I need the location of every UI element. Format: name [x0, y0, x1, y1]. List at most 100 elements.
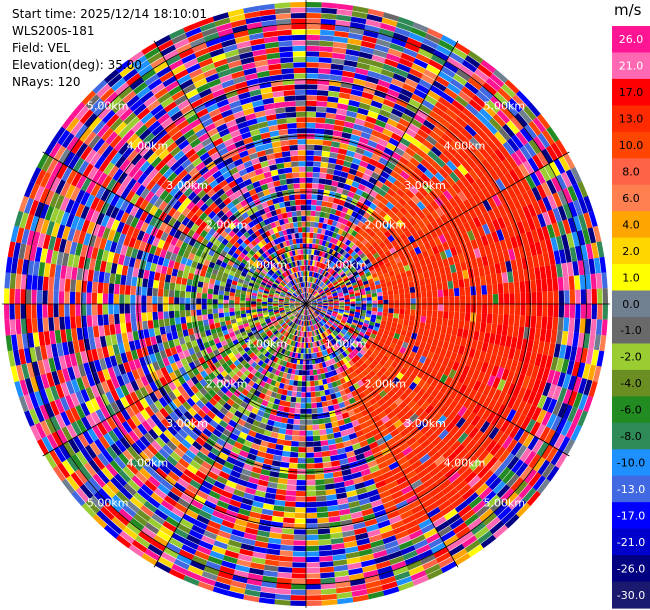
velocity-cell: [321, 296, 327, 299]
velocity-cell: [397, 16, 415, 27]
velocity-cell: [408, 226, 417, 235]
velocity-cell: [174, 297, 180, 304]
velocity-cell: [462, 329, 469, 339]
velocity-cell: [322, 308, 328, 311]
velocity-cell: [451, 414, 462, 425]
velocity-cell: [343, 60, 358, 68]
velocity-cell: [333, 476, 344, 483]
velocity-cell: [453, 194, 463, 205]
velocity-cell: [471, 479, 485, 492]
velocity-cell: [366, 307, 372, 311]
velocity-cell: [306, 205, 312, 211]
velocity-cell: [147, 312, 153, 321]
velocity-cell: [390, 428, 400, 438]
velocity-cell: [344, 306, 350, 309]
velocity-cell: [207, 313, 214, 320]
velocity-cell: [287, 473, 298, 480]
velocity-cell: [438, 168, 449, 179]
velocity-cell: [408, 320, 415, 327]
velocity-cell: [572, 215, 582, 232]
velocity-cell: [453, 459, 466, 472]
velocity-cell: [314, 457, 323, 463]
velocity-cell: [530, 315, 537, 329]
velocity-cell: [367, 110, 379, 119]
velocity-cell: [319, 290, 324, 294]
velocity-cell: [313, 155, 322, 162]
velocity-cell: [306, 573, 321, 579]
velocity-cell: [503, 304, 510, 315]
velocity-cell: [335, 368, 341, 375]
velocity-cell: [313, 312, 317, 317]
velocity-cell: [296, 485, 306, 491]
velocity-cell: [297, 463, 306, 469]
velocity-cell: [377, 307, 383, 312]
velocity-cell: [341, 318, 347, 322]
velocity-cell: [335, 342, 341, 349]
velocity-cell: [438, 429, 449, 440]
velocity-cell: [588, 333, 596, 350]
velocity-cell: [464, 513, 479, 527]
velocity-cell: [373, 432, 383, 441]
velocity-cell: [425, 394, 435, 405]
velocity-cell: [483, 332, 491, 343]
velocity-cell: [494, 446, 506, 460]
velocity-cell: [388, 137, 400, 147]
velocity-cell: [413, 385, 422, 394]
velocity-cell: [369, 321, 375, 327]
velocity-cell: [306, 480, 316, 486]
velocity-cell: [398, 480, 411, 490]
velocity-cell: [280, 461, 290, 468]
velocity-cell: [464, 55, 481, 69]
velocity-cell: [390, 206, 400, 215]
velocity-cell: [347, 353, 354, 360]
velocity-cell: [277, 478, 288, 485]
velocity-cell: [490, 135, 503, 149]
velocity-cell: [375, 193, 384, 202]
velocity-cell: [343, 399, 351, 407]
velocity-cell: [423, 428, 435, 439]
velocity-cell: [473, 133, 486, 146]
velocity-cell: [318, 314, 324, 319]
velocity-cell: [368, 363, 376, 370]
velocity-cell: [512, 499, 527, 514]
velocity-cell: [411, 63, 426, 74]
velocity-cell: [326, 202, 333, 208]
velocity-cell: [354, 368, 362, 376]
velocity-cell: [335, 222, 342, 229]
velocity-cell: [319, 345, 324, 351]
velocity-cell: [473, 248, 481, 259]
velocity-cell: [408, 68, 424, 79]
velocity-cell: [399, 293, 405, 300]
velocity-cell: [468, 496, 483, 509]
velocity-cell: [175, 323, 182, 332]
velocity-cell: [306, 7, 322, 13]
velocity-cell: [451, 361, 460, 371]
velocity-cell: [343, 201, 351, 209]
velocity-cell: [442, 281, 448, 290]
velocity-cell: [318, 222, 324, 229]
velocity-cell: [410, 459, 423, 470]
velocity-cell: [344, 54, 359, 62]
velocity-cell: [306, 210, 311, 216]
velocity-cell: [316, 307, 322, 310]
velocity-cell: [425, 135, 438, 146]
velocity-cell: [318, 418, 325, 425]
velocity-cell: [467, 377, 477, 389]
velocity-cell: [203, 319, 209, 326]
velocity-cell: [311, 305, 317, 308]
velocity-cell: [299, 425, 306, 431]
velocity-cell: [321, 240, 327, 247]
velocity-cell: [391, 466, 403, 476]
velocity-cell: [373, 252, 380, 259]
velocity-cell: [306, 194, 312, 200]
velocity-cell: [339, 282, 346, 287]
velocity-cell: [394, 256, 402, 264]
velocity-cell: [405, 189, 415, 199]
velocity-cell: [344, 310, 350, 314]
velocity-cell: [488, 168, 500, 182]
velocity-cell: [318, 322, 323, 327]
velocity-cell: [435, 121, 448, 133]
velocity-cell: [460, 304, 466, 313]
velocity-cell: [525, 175, 536, 190]
velocity-cell: [358, 404, 367, 412]
